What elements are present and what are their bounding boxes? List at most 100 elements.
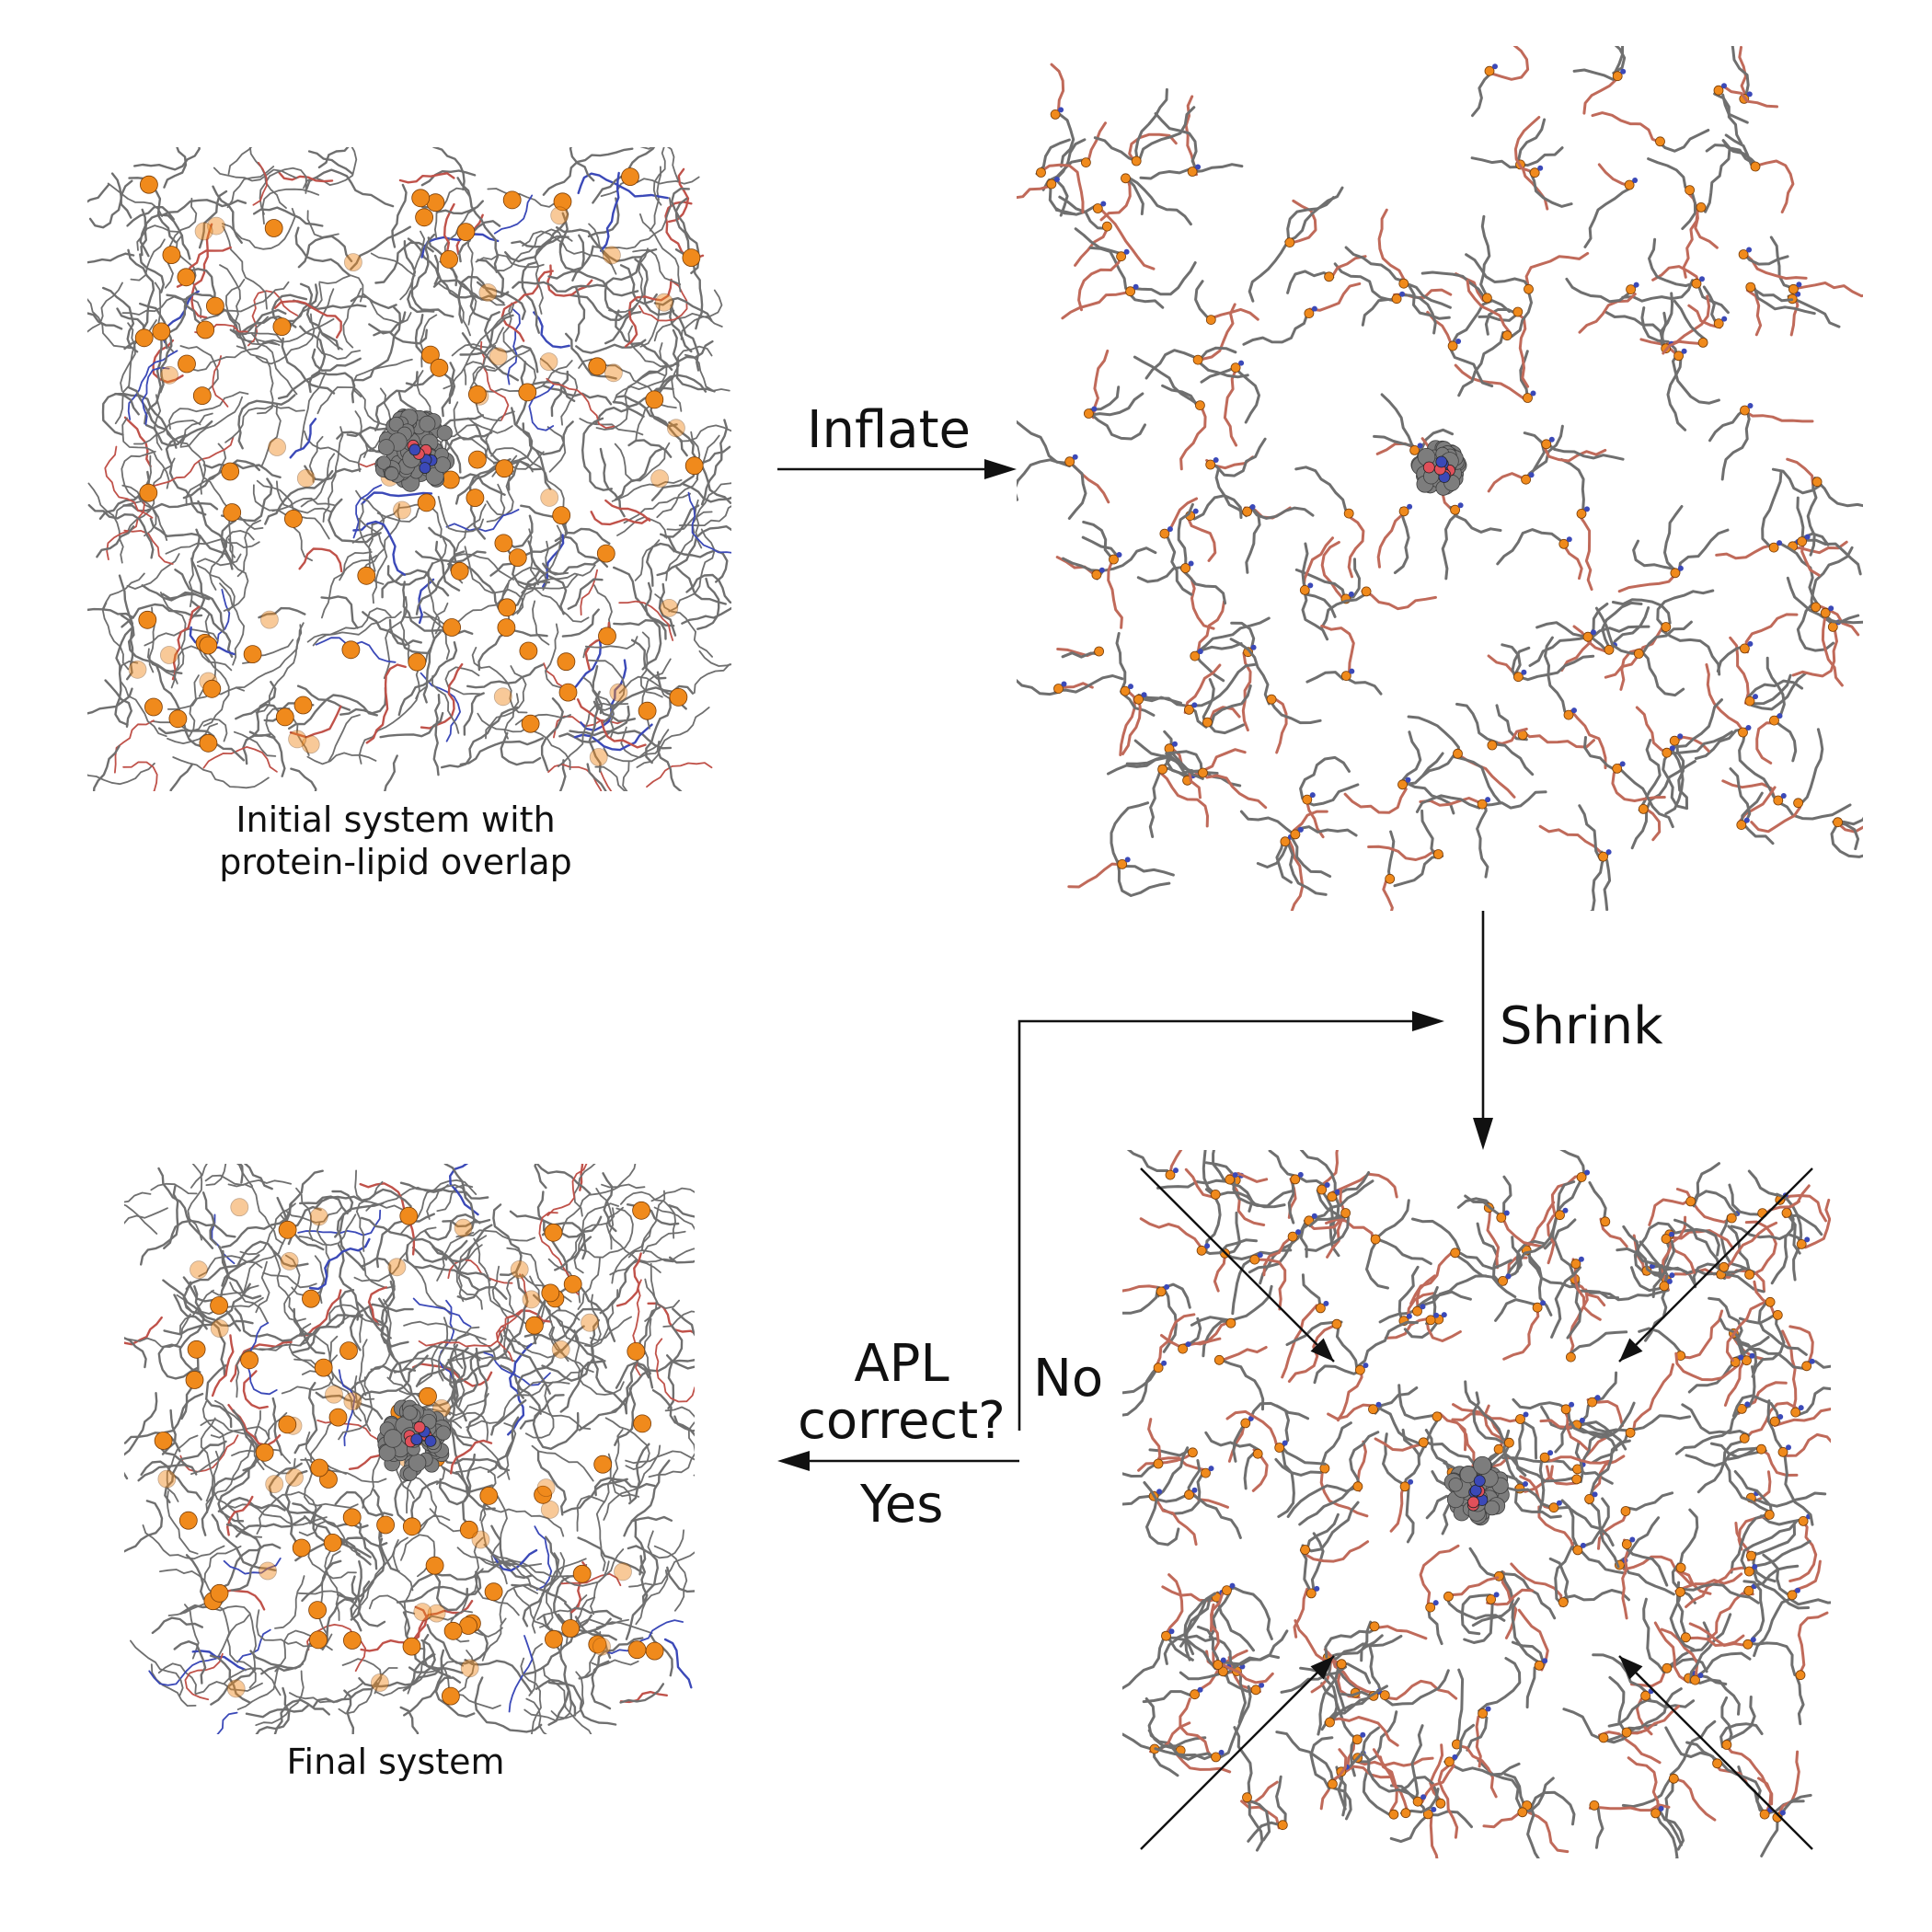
choline-atom: [1324, 1182, 1330, 1188]
membrane: [124, 1164, 695, 1734]
lipid-tail: [1540, 1455, 1612, 1465]
lipid-tail: [624, 278, 673, 348]
lipid-tail: [466, 1347, 489, 1439]
lipid-tail: [1228, 1181, 1254, 1213]
lipid-tail: [535, 1164, 592, 1195]
phosphate-bead: [1131, 155, 1142, 167]
lipid-tail: [349, 1303, 414, 1351]
phosphate-bead: [1777, 1446, 1788, 1457]
lipid-tail: [362, 293, 412, 325]
lipid-tail: [1719, 1722, 1764, 1749]
lipid-tail: [1128, 132, 1178, 164]
lipid-tail: [1382, 878, 1394, 911]
choline-atom: [1167, 526, 1173, 533]
phosphate-bead: [1604, 644, 1615, 655]
choline-atom: [1297, 826, 1304, 833]
protein-atom: [1448, 1478, 1463, 1492]
lipid-tail: [251, 681, 277, 738]
lipid-tail: [528, 1642, 544, 1696]
lipid-tail: [578, 1397, 627, 1432]
phosphate-bead: [1478, 1708, 1489, 1719]
lipid-tail: [1622, 1555, 1692, 1585]
choline-atom: [1441, 1312, 1447, 1318]
lipid-tail: [1753, 288, 1794, 303]
lipid-tail: [1317, 1666, 1340, 1736]
lipid-tail: [1403, 752, 1444, 786]
lipid-tail: [1320, 540, 1345, 601]
phosphate-bead: [1385, 873, 1396, 884]
phosphate-bead: [1742, 1355, 1752, 1366]
lipid-tail: [439, 260, 506, 306]
phosphate-bead: [1587, 1397, 1598, 1408]
lipid-tail: [1305, 1512, 1340, 1552]
lipid-tail: [500, 270, 554, 342]
lipid-tail: [448, 1258, 491, 1282]
lipid-tail: [1687, 304, 1722, 329]
lipid-tail: [1380, 1408, 1427, 1449]
phosphate-bead: [1400, 1808, 1411, 1819]
choline-atom: [1399, 291, 1406, 297]
lipid-tail: [1229, 638, 1271, 706]
lipid-tail: [486, 483, 506, 523]
lipid-tail: [1797, 1611, 1829, 1676]
lipid-tail: [1748, 1523, 1796, 1558]
phosphate-bead: [1697, 337, 1708, 348]
phosphate-bead: [541, 1283, 560, 1303]
phosphate-bead: [1523, 393, 1533, 403]
lipid-tail: [1587, 1439, 1631, 1505]
lipid-tail: [1617, 572, 1677, 593]
lipid-tail: [1123, 865, 1175, 877]
lipid-tail: [1761, 470, 1783, 547]
lipid-tail: [594, 690, 637, 722]
lipid-tail: [523, 1307, 601, 1342]
phosphate-bead: [593, 1455, 613, 1474]
choline-atom: [1168, 1628, 1175, 1635]
phosphate-bead: [459, 1520, 478, 1539]
lipid-tail: [1239, 810, 1295, 836]
choline-atom: [1297, 1171, 1304, 1178]
lipid-tail: [656, 525, 731, 577]
lipid-tail: [1425, 1317, 1462, 1342]
lipid-tail: [1309, 1736, 1334, 1790]
lipid-tail: [1454, 363, 1528, 402]
choline-atom: [1677, 565, 1684, 571]
lipid-tail: [1515, 1217, 1558, 1273]
lipid-tail: [576, 1495, 606, 1532]
lipid-tail: [402, 1611, 464, 1674]
lipid-tail: [288, 1682, 364, 1704]
lipid-tail: [1757, 1301, 1808, 1356]
lipid-tail: [684, 353, 730, 392]
lipid-tail: [1054, 674, 1124, 694]
lipid-tail: [1673, 1777, 1717, 1822]
lipid-tail: [314, 1255, 326, 1305]
choline-atom: [1828, 605, 1834, 612]
lipid-tail: [639, 303, 661, 348]
lipid-tail: [317, 288, 343, 351]
choline-atom: [1197, 649, 1203, 655]
lipid-tail: [645, 684, 695, 765]
lipid-tail: [541, 1318, 601, 1382]
phosphate-bead: [1670, 568, 1681, 579]
lipid-tail: [213, 167, 298, 182]
phosphate-bead: [1242, 1792, 1252, 1803]
lipid-tail: [455, 1229, 536, 1242]
lipid-tail: [1378, 1306, 1420, 1324]
choline-atom: [1128, 684, 1133, 690]
phosphate-bead: [1327, 1778, 1338, 1789]
lipid-tail: [1651, 265, 1701, 288]
lipid-tail: [594, 765, 627, 791]
lipid-tail: [542, 147, 634, 196]
choline-atom: [1542, 1658, 1548, 1664]
inflate-label: Inflate: [807, 400, 972, 460]
lipid-tail: [223, 1557, 282, 1575]
lipid-tail: [619, 264, 658, 305]
phosphate-bead: [1696, 201, 1707, 213]
lipid-tail: [653, 296, 713, 322]
phosphate-bead: [682, 248, 701, 267]
lipid-tail: [634, 539, 661, 581]
choline-atom: [1457, 502, 1464, 509]
lipid-tail: [1077, 252, 1125, 312]
protein-atom: [419, 415, 436, 432]
lipid-tail: [1333, 262, 1401, 302]
lipid-tail: [604, 310, 642, 345]
